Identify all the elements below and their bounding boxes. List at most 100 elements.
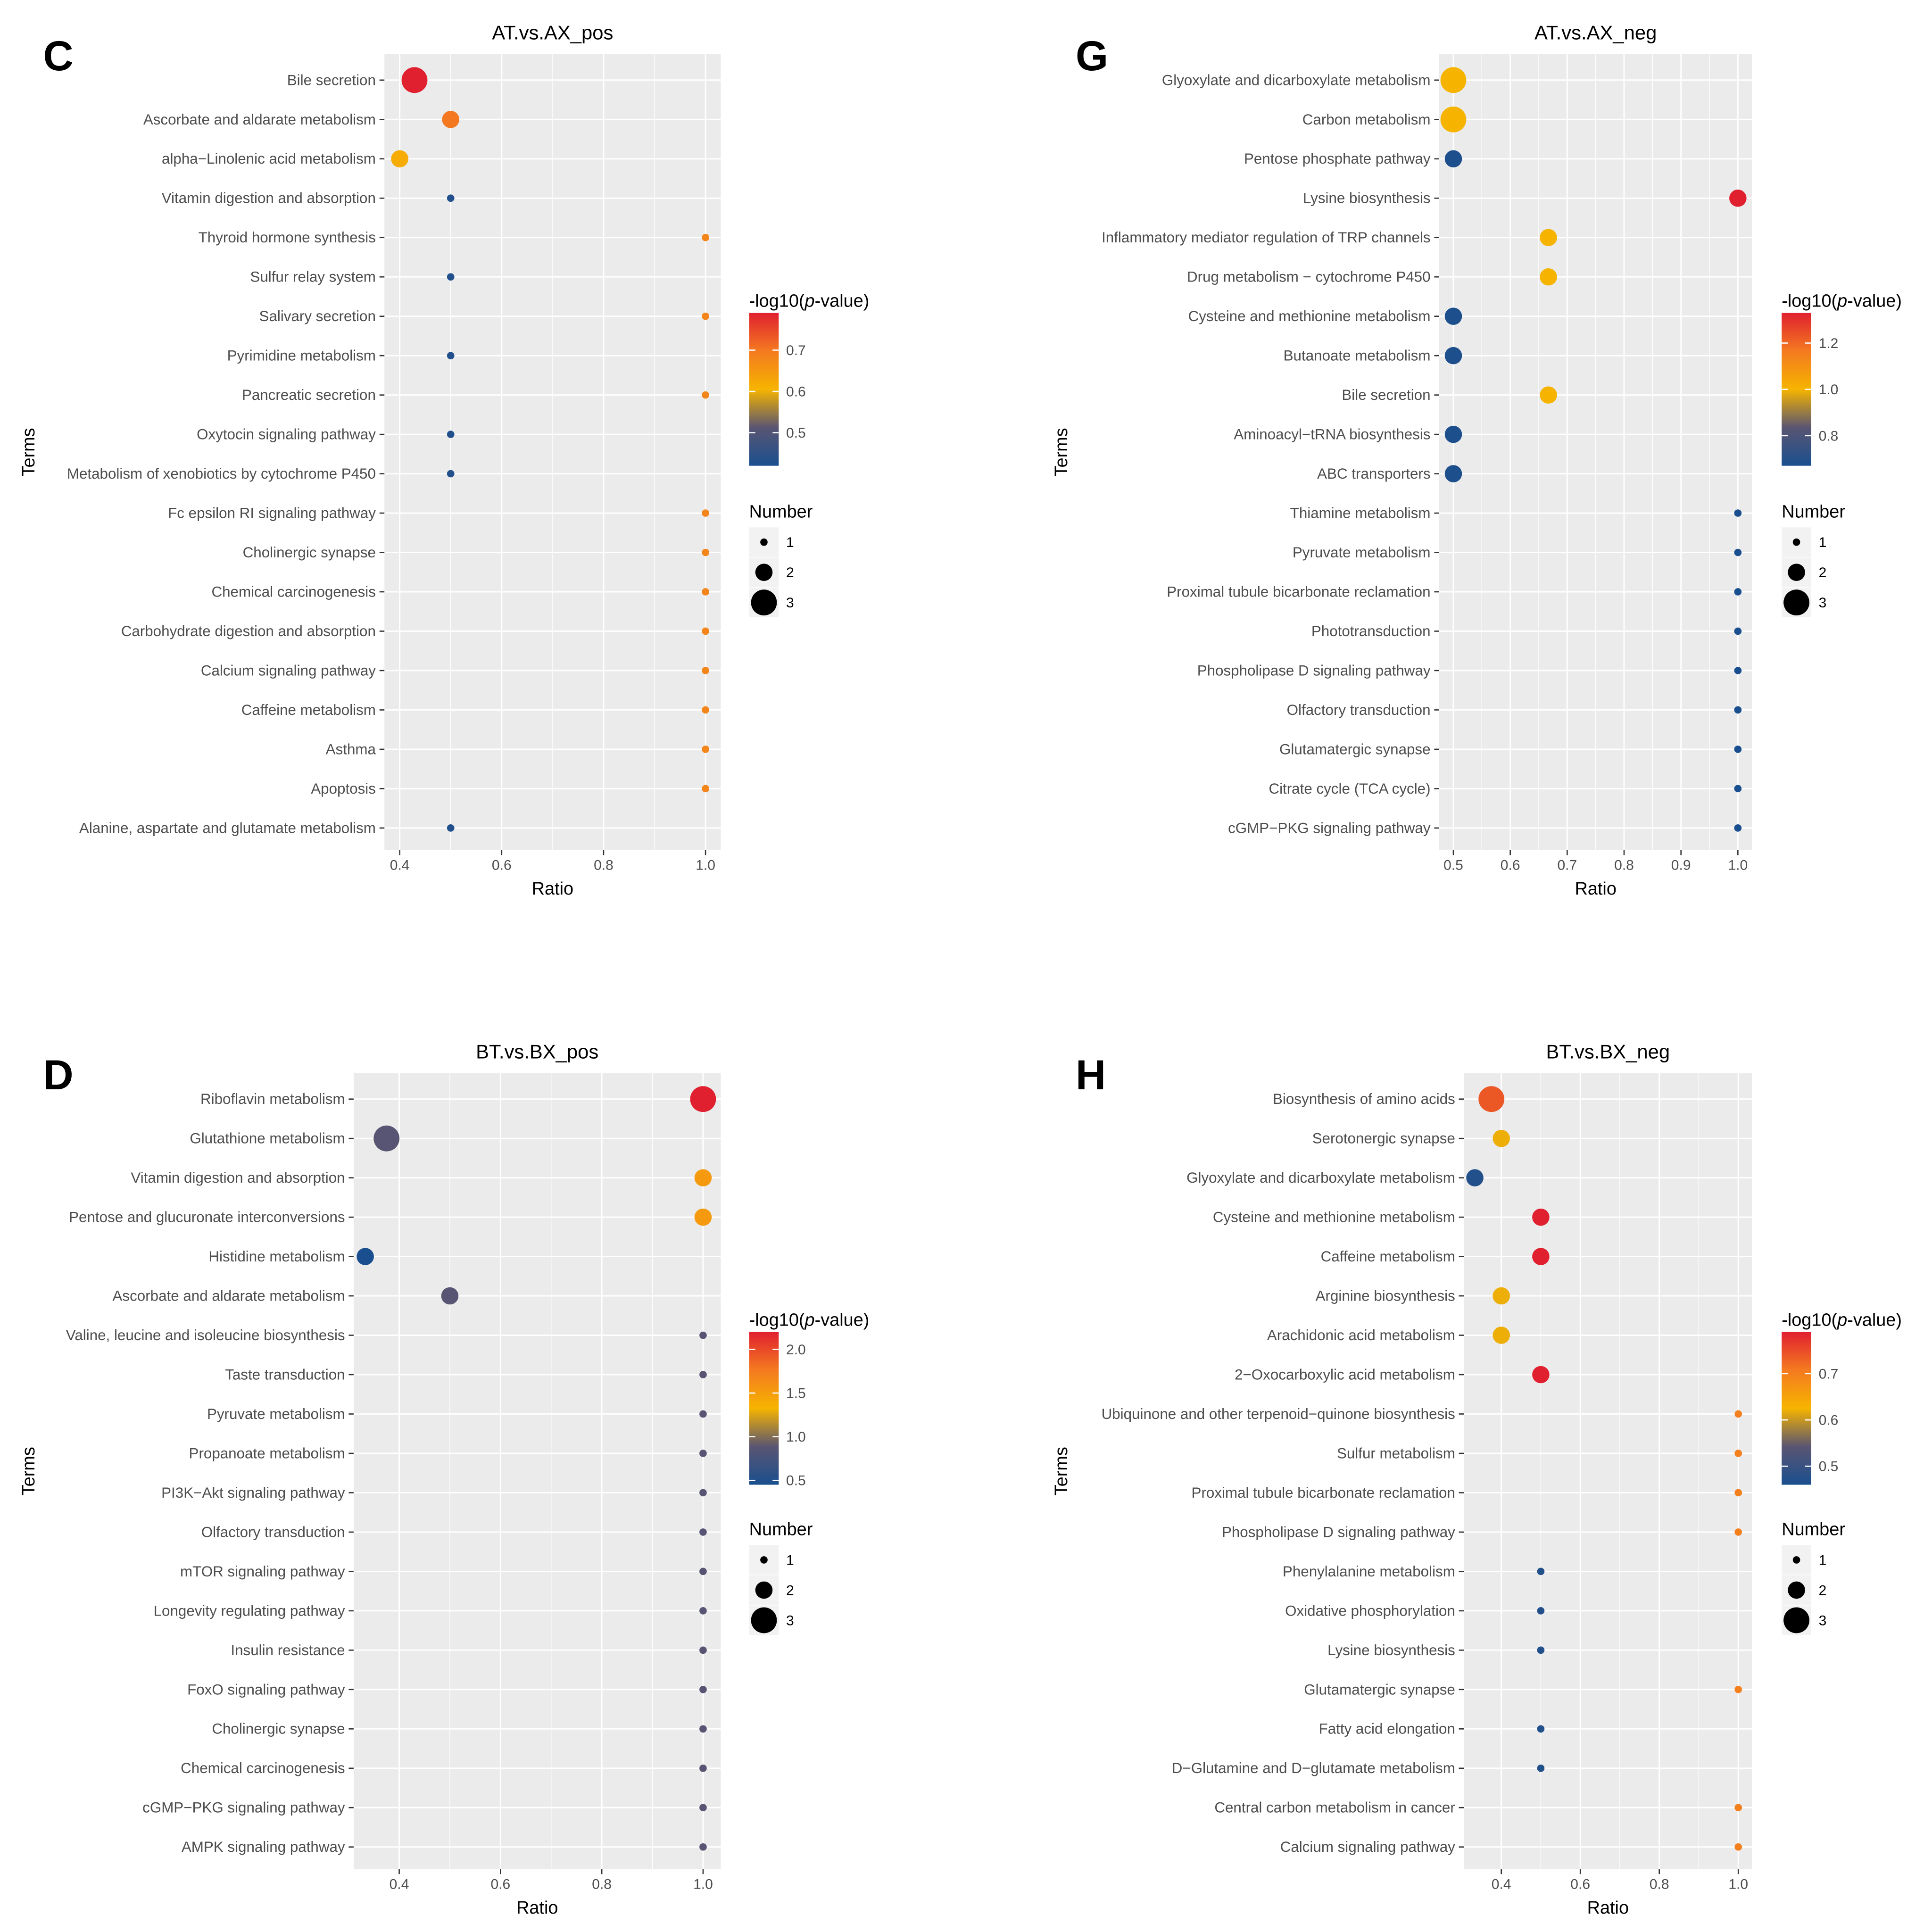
y-tick-label: Glutathione metabolism <box>190 1130 345 1147</box>
data-point <box>1444 347 1462 365</box>
data-point <box>1734 1843 1742 1851</box>
colorbar-tick-label: 2.0 <box>786 1342 806 1358</box>
plot-background <box>353 1073 721 1869</box>
y-tick-label: Pyruvate metabolism <box>207 1406 345 1422</box>
color-legend-title-p: p <box>804 291 815 311</box>
y-tick-label: alpha−Linolenic acid metabolism <box>162 150 376 167</box>
x-tick-label: 0.6 <box>490 1877 510 1892</box>
data-point <box>699 1843 707 1851</box>
data-point <box>1537 1567 1545 1575</box>
size-legend-label: 1 <box>1819 1552 1827 1568</box>
colorbar <box>749 313 779 466</box>
data-point <box>699 1607 707 1615</box>
data-point <box>1440 106 1467 133</box>
x-tick-label: 0.9 <box>1671 858 1691 873</box>
y-tick-label: Phospholipase D signaling pathway <box>1197 662 1431 679</box>
y-tick-label: Central carbon metabolism in cancer <box>1214 1799 1455 1816</box>
data-point <box>1444 425 1462 443</box>
colorbar <box>1782 1332 1811 1485</box>
y-tick-label: Chemical carcinogenesis <box>181 1760 345 1776</box>
y-tick-label: Ubiquinone and other terpenoid−quinone b… <box>1102 1406 1455 1422</box>
size-legend-dot <box>751 589 777 616</box>
data-point <box>1440 67 1467 93</box>
color-legend-title-prefix: -log10( <box>749 291 805 311</box>
y-axis-title: Terms <box>1052 428 1071 476</box>
data-point <box>1734 706 1742 714</box>
y-tick-label: Apoptosis <box>311 780 376 797</box>
size-legend-dot <box>755 564 773 581</box>
colorbar-tick-label: 1.0 <box>1819 382 1839 398</box>
data-point <box>699 1489 707 1497</box>
chart-panel-g: G AT.vs.AX_neg 0.5 0.6 0.7 0.8 0.9 1.0 Glyoxylat… <box>1052 22 1902 899</box>
chart-title: AT.vs.AX_neg <box>1534 22 1657 44</box>
y-tick-label: Riboflavin metabolism <box>200 1091 345 1107</box>
panel-letter: G <box>1076 33 1108 79</box>
data-point <box>1734 746 1742 753</box>
size-legend-dot <box>760 1556 768 1564</box>
y-tick-label: Proximal tubule bicarbonate reclamation <box>1167 583 1430 600</box>
y-tick-label: Lysine biosynthesis <box>1303 190 1431 207</box>
y-axis-title: Terms <box>1052 1447 1071 1495</box>
colorbar-tick-label: 0.8 <box>1819 428 1839 444</box>
size-legend-title: Number <box>749 502 813 522</box>
y-tick-label: Pyruvate metabolism <box>1293 544 1431 561</box>
data-point <box>1444 307 1462 325</box>
y-tick-label: Biosynthesis of amino acids <box>1273 1091 1455 1107</box>
y-tick-label: Glyoxylate and dicarboxylate metabolism <box>1186 1169 1455 1186</box>
chart-title: BT.vs.BX_pos <box>476 1040 598 1062</box>
data-point <box>441 1287 459 1305</box>
size-legend-label: 2 <box>1819 1583 1827 1598</box>
data-point <box>1734 1804 1742 1812</box>
data-point <box>1729 189 1747 207</box>
y-tick-label: Vitamin digestion and absorption <box>131 1169 345 1186</box>
panel-letter: D <box>43 1052 73 1098</box>
data-point <box>702 312 709 320</box>
size-legend-label: 2 <box>786 565 794 580</box>
data-point <box>702 706 709 714</box>
y-tick-label: Olfactory transduction <box>1287 702 1431 718</box>
x-axis-title: Ratio <box>516 1898 558 1918</box>
y-tick-label: mTOR signaling pathway <box>180 1563 345 1580</box>
y-tick-label: Thyroid hormone synthesis <box>199 229 376 246</box>
color-legend-title-prefix: -log10( <box>1782 291 1837 311</box>
x-tick-label: 0.6 <box>1570 1877 1590 1892</box>
y-tick-label: Carbon metabolism <box>1302 111 1431 128</box>
y-tick-label: Proximal tubule bicarbonate reclamation <box>1192 1484 1455 1501</box>
size-legend-label: 2 <box>786 1583 794 1598</box>
y-tick-label: FoxO signaling pathway <box>187 1681 345 1698</box>
colorbar-tick-label: 0.5 <box>786 425 806 441</box>
size-legend-dot <box>751 1607 777 1633</box>
data-point <box>1540 229 1557 247</box>
data-point <box>702 391 709 399</box>
x-tick-label: 0.4 <box>1492 1877 1511 1892</box>
y-tick-label: Asthma <box>326 741 376 757</box>
data-point <box>699 1764 707 1772</box>
data-point <box>699 1804 707 1812</box>
chart-title: BT.vs.BX_neg <box>1546 1040 1670 1062</box>
chart-panel-c: C AT.vs.AX_pos 0.4 0.6 0.8 1.0 Bile secretion A… <box>19 22 869 899</box>
y-tick-label: Valine, leucine and isoleucine biosynthe… <box>66 1327 345 1343</box>
data-point <box>1493 1129 1510 1147</box>
data-point <box>1734 1410 1742 1418</box>
data-point <box>1532 1248 1550 1265</box>
data-point <box>1734 548 1742 556</box>
size-legend-dot <box>755 1581 773 1599</box>
y-tick-label: cGMP−PKG signaling pathway <box>142 1799 345 1816</box>
y-tick-label: Caffeine metabolism <box>1321 1248 1455 1265</box>
y-tick-label: Calcium signaling pathway <box>201 662 376 679</box>
data-point <box>1734 1450 1742 1457</box>
data-point <box>1537 1725 1545 1733</box>
data-point <box>702 627 709 635</box>
y-tick-label: Serotonergic synapse <box>1312 1130 1455 1147</box>
data-point <box>1532 1208 1550 1226</box>
color-legend-title: -log10(p-value) <box>1782 1310 1902 1330</box>
y-tick-label: 2−Oxocarboxylic acid metabolism <box>1235 1366 1455 1383</box>
colorbar-tick-label: 0.5 <box>1819 1459 1839 1475</box>
y-tick-label: Drug metabolism − cytochrome P450 <box>1187 269 1431 285</box>
data-point <box>702 746 709 753</box>
y-tick-label: cGMP−PKG signaling pathway <box>1228 820 1431 836</box>
y-tick-label: Propanoate metabolism <box>189 1445 345 1461</box>
color-legend-title-suffix: -value) <box>815 1310 870 1330</box>
chart-title: AT.vs.AX_pos <box>492 22 613 44</box>
data-point <box>702 548 709 556</box>
